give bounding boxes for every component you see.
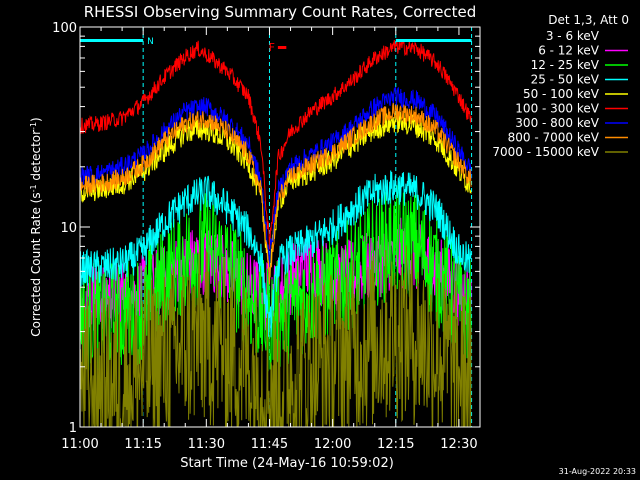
legend-entry-label: 300 - 800 keV: [515, 116, 599, 130]
y-axis-label-end: ): [29, 117, 43, 122]
series-line: [79, 102, 472, 285]
date-annotation: 31-Aug-2022 20:33: [559, 467, 636, 476]
legend-entry-label: 7000 - 15000 keV: [492, 145, 599, 159]
x-tick-label: 11:00: [61, 437, 98, 452]
y-axis-label-sup2: -1: [29, 122, 38, 130]
legend-title: Det 1,3, Att 0: [548, 13, 629, 27]
legend-entry-label: 25 - 50 keV: [531, 73, 600, 87]
legend-entry-label: 12 - 25 keV: [531, 58, 600, 72]
series-line: [79, 170, 472, 338]
series-line: [79, 245, 472, 428]
legend-entry-label: 3 - 6 keV: [546, 29, 600, 43]
legend-entry-label: 800 - 7000 keV: [508, 131, 600, 145]
x-tick-label: 12:00: [314, 437, 351, 452]
flare-bar: [277, 46, 287, 49]
flare-marker: F: [269, 41, 287, 54]
night-bars: N: [80, 37, 472, 47]
night-bar: [395, 39, 472, 42]
legend-entry-label: 100 - 300 keV: [515, 102, 599, 116]
night-bar: [80, 39, 144, 42]
chart-title: RHESSI Observing Summary Count Rates, Co…: [84, 3, 477, 21]
y-tick-label: 100: [52, 21, 77, 36]
x-axis-ticks: 11:00 11:15 11:30 11:45 12:00 12:15 12:30: [61, 27, 478, 452]
x-tick-label: 12:30: [440, 437, 477, 452]
legend-entry-label: 6 - 12 keV: [538, 44, 600, 58]
y-axis-label-main: Corrected Count Rate (s: [29, 192, 43, 336]
x-tick-label: 12:15: [377, 437, 414, 452]
series-group: [79, 38, 472, 428]
y-tick-label: 1: [69, 421, 77, 436]
y-axis-ticks: 1 10 100: [52, 21, 480, 436]
x-tick-label: 11:45: [251, 437, 288, 452]
night-bar-label: N: [147, 37, 154, 47]
flare-label: F: [269, 41, 275, 54]
x-tick-label: 11:30: [188, 437, 225, 452]
legend-entry-label: 50 - 100 keV: [523, 87, 600, 101]
x-axis-label: Start Time (24-May-16 10:59:02): [180, 456, 394, 471]
series-line: [79, 38, 472, 250]
y-axis-label: Corrected Count Rate (s-1 detector-1): [29, 117, 44, 336]
y-axis-label-mid: detector: [29, 130, 43, 185]
y-tick-label: 10: [60, 221, 77, 236]
y-axis-label-sup1: -1: [29, 184, 38, 192]
x-tick-label: 11:15: [124, 437, 161, 452]
